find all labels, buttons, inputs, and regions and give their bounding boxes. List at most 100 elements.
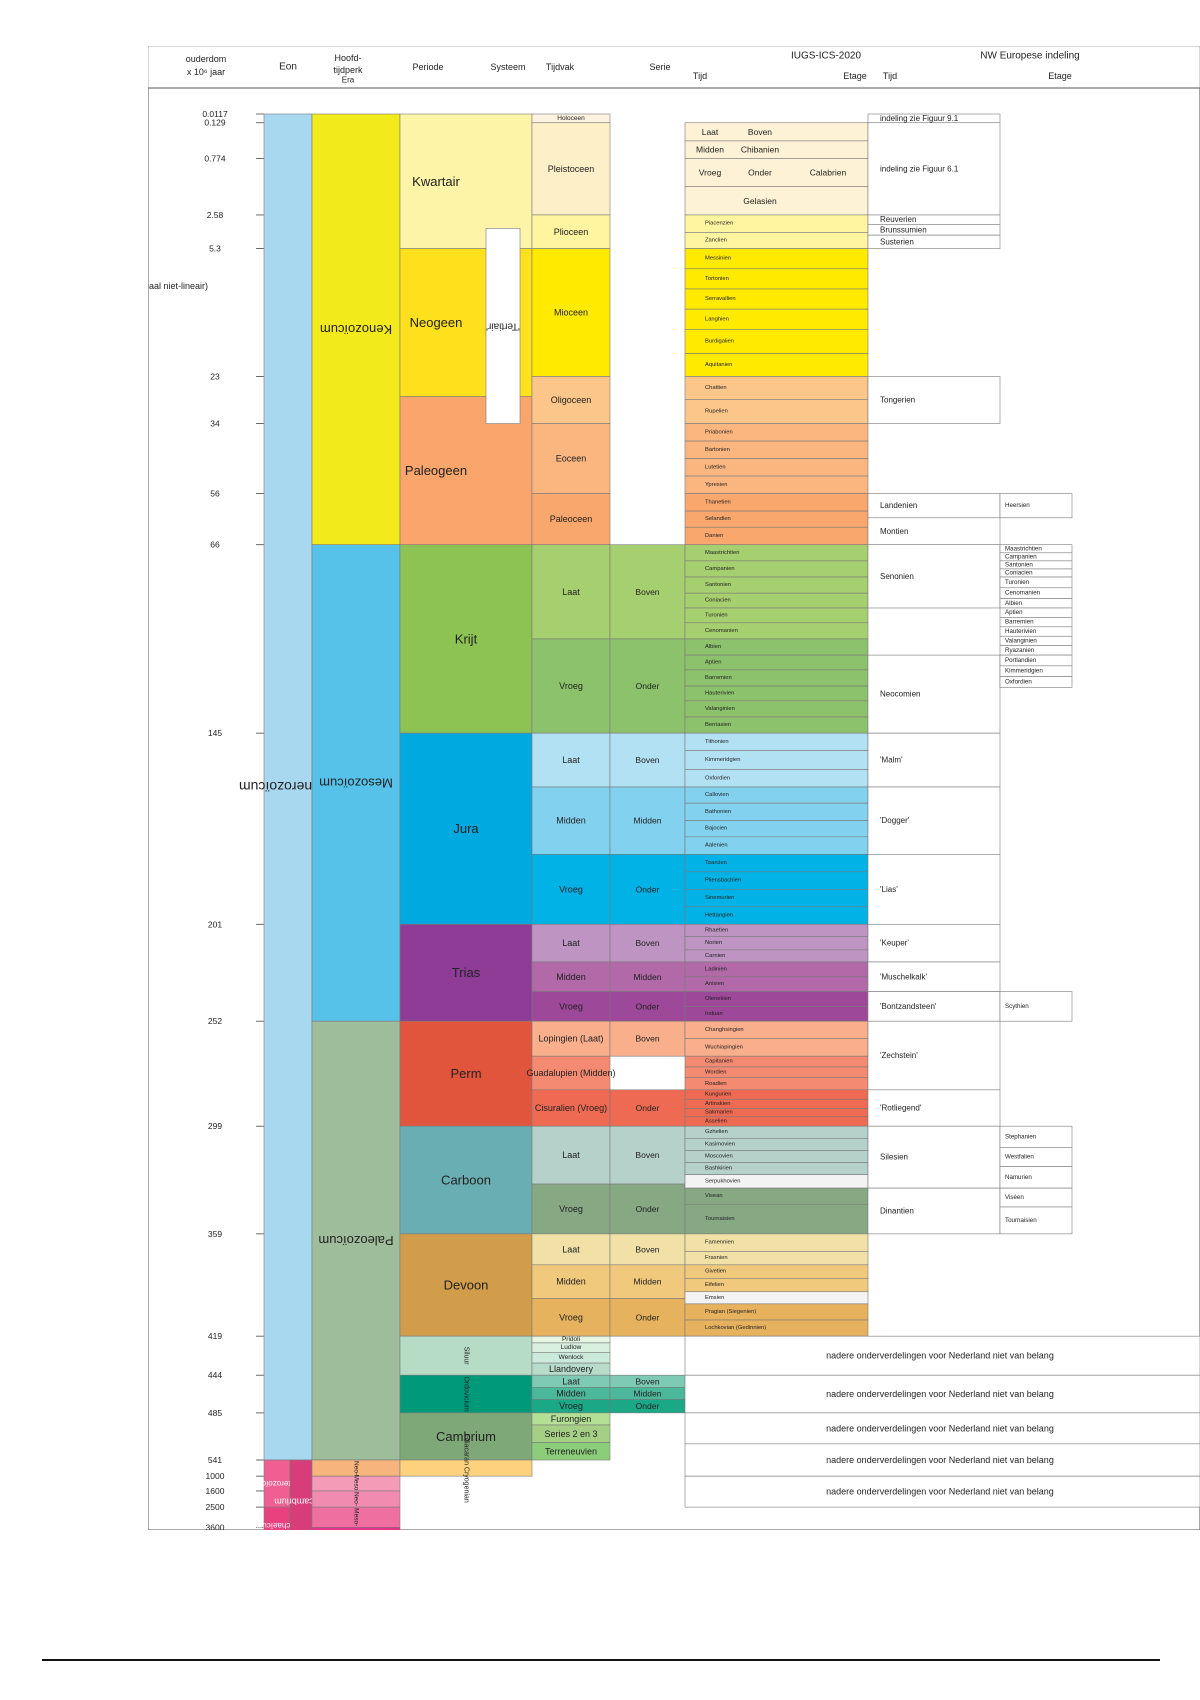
stage-label: Ypresien <box>705 482 727 488</box>
nw-tijd-label: 'Zechstein' <box>880 1051 918 1060</box>
stage-label: Tortonien <box>705 276 729 282</box>
age-label: 145 <box>208 728 222 738</box>
nw-etage-cell <box>999 991 1073 1022</box>
stage-label: Bajocien <box>705 826 727 832</box>
rotated-chart: ouderdom x 10⁶ jaar (schaal niet-lineair) E… <box>148 46 1200 1530</box>
quaternary-etage: Chibanien <box>741 145 780 155</box>
stage-label: Burdigalien <box>705 338 734 344</box>
header-era-sub: Era <box>342 76 355 85</box>
eon-label: Precambrium <box>274 1497 328 1507</box>
stage-label: Norien <box>705 940 722 946</box>
stage-label: Valanginien <box>705 706 735 712</box>
stage-label: Moscovien <box>705 1153 733 1159</box>
nw-tijd-label: Neocomien <box>880 690 920 699</box>
footer-row-text: nadere onderverdelingen voor Nederland n… <box>826 1389 1054 1399</box>
epoch-label: Ludlow <box>561 1344 582 1351</box>
stage-label: Bashkirien <box>705 1166 732 1172</box>
epoch-label: Plioceen <box>554 227 589 237</box>
series-label: Onder <box>636 1103 660 1113</box>
stage-label: Aquitanien <box>705 362 732 368</box>
period-label: Perm <box>450 1066 481 1081</box>
series-label: Midden <box>634 816 662 826</box>
nw-tijd-label: Brunssumien <box>880 225 927 234</box>
stage-label: Eifelien <box>705 1282 724 1288</box>
nw-tijd-cell <box>867 376 1001 424</box>
footer-row <box>684 1475 1200 1508</box>
epoch-label: Paleoceen <box>550 514 593 524</box>
age-label: 0.129 <box>204 118 226 128</box>
era-label: Paleozoïcum <box>318 1233 393 1248</box>
stage-label: Tithonien <box>705 739 729 745</box>
stage-label: Serpukhovien <box>705 1178 740 1184</box>
header-nw-etage: Etage <box>1048 71 1072 81</box>
stage-label: Maastrichtien <box>705 550 739 556</box>
stage-label: Thanetien <box>705 499 731 505</box>
age-label: 66 <box>210 540 220 550</box>
nw-tijd-label: Montien <box>880 527 908 536</box>
stage-label: Barremien <box>705 675 732 681</box>
stage-label: Toarcien <box>705 860 727 866</box>
header-nw-title: NW Europese indeling <box>980 51 1080 62</box>
period-block <box>399 1459 533 1477</box>
footer-row-text: nadere onderverdelingen voor Nederland n… <box>826 1351 1054 1361</box>
nw-etage-label: Tournaisien <box>1005 1217 1037 1224</box>
stage-label: Bathonien <box>705 809 731 815</box>
epoch-label: Pleistoceen <box>548 164 595 174</box>
nw-tijd-label: 'Lias' <box>880 885 898 894</box>
nw-tijd-label: 'Dogger' <box>880 816 910 825</box>
nw-etage-label: Kimmeridgien <box>1005 668 1043 675</box>
stage-label: Emsien <box>705 1295 724 1301</box>
stage-label: Serravallien <box>705 296 736 302</box>
stage-label: Cenomanien <box>705 628 738 634</box>
series-label: Boven <box>635 1150 659 1160</box>
footer-row-text: nadere onderverdelingen voor Nederland n… <box>826 1487 1054 1497</box>
stage-label: Pliensbachien <box>705 878 741 884</box>
nw-tijd-label: indeling zie Figuur 9.1 <box>880 114 959 123</box>
nw-etage-label: Viséen <box>1005 1194 1024 1201</box>
period-label: Neogeen <box>410 315 463 330</box>
quaternary-etage: Onder <box>748 168 772 178</box>
age-label: 34 <box>210 419 220 429</box>
stage-label: Changhsingien <box>705 1027 744 1033</box>
nw-tijd-label: Senonien <box>880 572 914 581</box>
header-age: ouderdom <box>186 54 227 64</box>
stage-label: Rupelien <box>705 408 728 414</box>
nw-tijd-label: 'Bontzandsteen' <box>880 1002 937 1011</box>
series-label: Boven <box>635 1244 659 1254</box>
epoch-label: Vroeg <box>559 1204 583 1214</box>
age-label: 444 <box>208 1370 222 1380</box>
nw-etage-label: Coniacien <box>1005 569 1033 576</box>
stage-label: Olenekien <box>705 996 731 1002</box>
stage-label: Visean <box>705 1193 723 1199</box>
stage-label: Lochkovian (Gedinnien) <box>705 1325 766 1331</box>
stage-label: Hettangien <box>705 913 733 919</box>
eon-block <box>289 1459 313 1530</box>
epoch-label: Pridoli <box>562 1336 580 1343</box>
header-nw-tijd: Tijd <box>883 71 897 81</box>
stage-label: Artinskien <box>705 1101 730 1107</box>
stage-label: Sinemurien <box>705 895 734 901</box>
period-label: Devoon <box>444 1278 489 1293</box>
header-age-unit: x 10⁶ jaar <box>187 67 225 77</box>
footer-row-text: nadere onderverdelingen voor Nederland n… <box>826 1423 1054 1433</box>
header-iugs-tijd: Tijd <box>693 71 707 81</box>
stage-label: Kimmeridgien <box>705 757 740 763</box>
header-eon: Eon <box>279 62 297 73</box>
nw-etage-label: Namurien <box>1005 1174 1032 1181</box>
series-label: Boven <box>635 938 659 948</box>
nw-etage-label: Turonien <box>1005 579 1030 586</box>
header-series: Serie <box>649 62 670 72</box>
epoch-block <box>531 1442 611 1461</box>
header-era-2: tijdperk <box>333 65 363 75</box>
series-label: Onder <box>636 884 660 894</box>
series-label: Midden <box>634 1388 662 1398</box>
epoch-label: Laat <box>562 1244 580 1254</box>
nw-etage-label: Hauterivien <box>1005 628 1037 635</box>
stage-label: Carnien <box>705 953 725 959</box>
epoch-label: Vroeg <box>559 884 583 894</box>
era-label: Neo- <box>353 1492 360 1506</box>
age-label: 485 <box>208 1408 222 1418</box>
series-label: Midden <box>634 972 662 982</box>
age-label: 359 <box>208 1229 222 1239</box>
epoch-label: Laat <box>562 755 580 765</box>
